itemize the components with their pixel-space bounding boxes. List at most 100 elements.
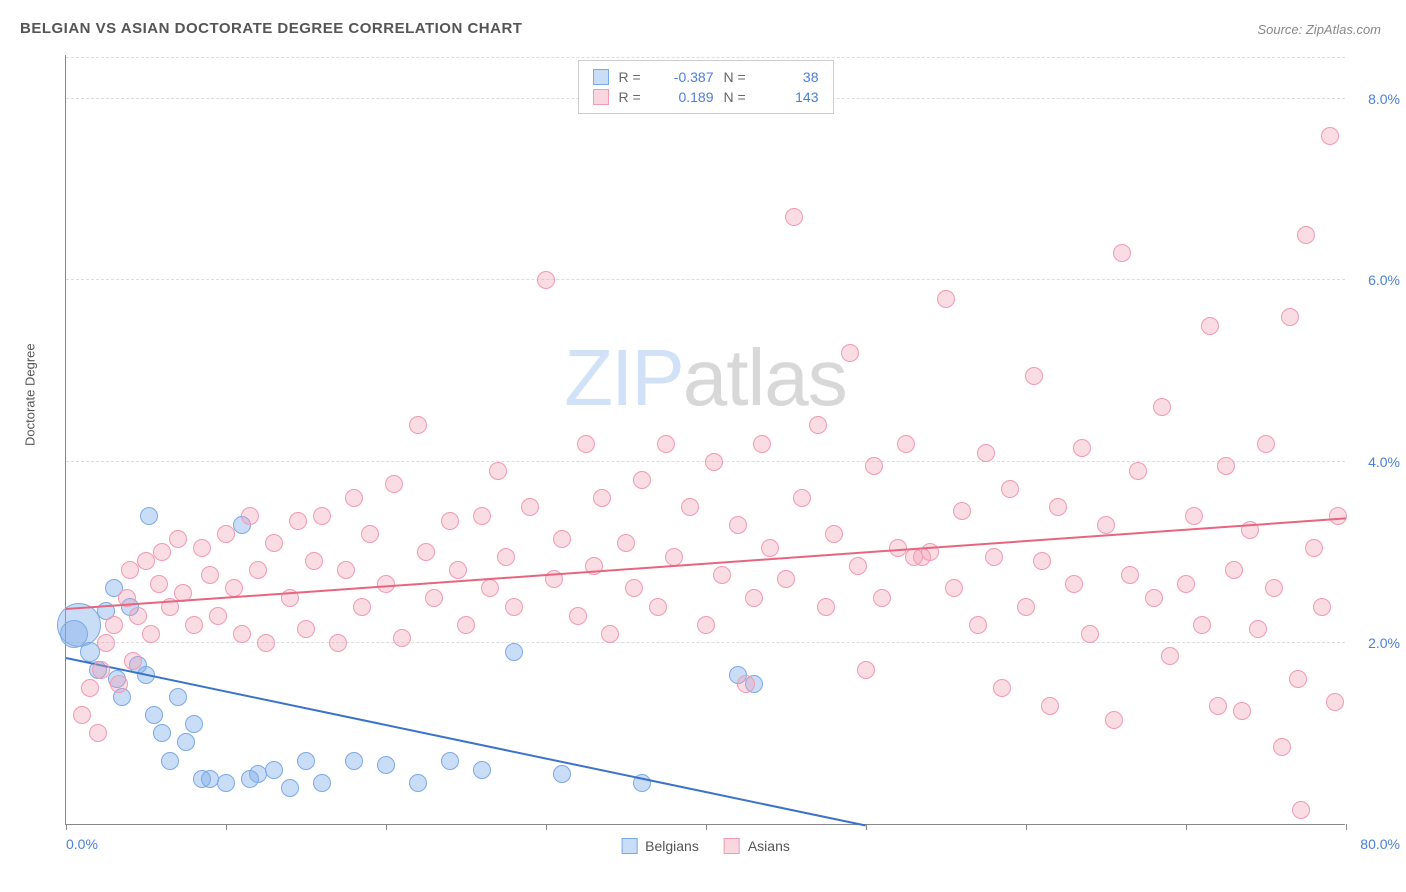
correlation-legend: R =-0.387N =38R =0.189N =143 bbox=[578, 60, 834, 114]
scatter-point-asians bbox=[425, 589, 443, 607]
scatter-point-asians bbox=[865, 457, 883, 475]
scatter-point-asians bbox=[1313, 598, 1331, 616]
legend-item-asians: Asians bbox=[724, 838, 790, 854]
scatter-point-asians bbox=[110, 675, 128, 693]
scatter-point-asians bbox=[1289, 670, 1307, 688]
scatter-point-asians bbox=[713, 566, 731, 584]
scatter-point-belgians bbox=[313, 774, 331, 792]
chart-plot-area: ZIPatlas R =-0.387N =38R =0.189N =143 Be… bbox=[65, 55, 1345, 825]
scatter-point-belgians bbox=[57, 603, 101, 647]
scatter-point-asians bbox=[993, 679, 1011, 697]
scatter-point-asians bbox=[505, 598, 523, 616]
scatter-point-asians bbox=[1161, 647, 1179, 665]
y-tick-label: 4.0% bbox=[1368, 454, 1400, 470]
scatter-point-asians bbox=[945, 579, 963, 597]
chart-title: BELGIAN VS ASIAN DOCTORATE DEGREE CORREL… bbox=[20, 20, 522, 37]
legend-label: Belgians bbox=[645, 838, 699, 854]
scatter-point-asians bbox=[1105, 711, 1123, 729]
scatter-point-asians bbox=[153, 543, 171, 561]
x-tick bbox=[1186, 824, 1187, 830]
scatter-point-asians bbox=[569, 607, 587, 625]
gridline bbox=[66, 57, 1345, 58]
scatter-point-asians bbox=[1081, 625, 1099, 643]
scatter-point-belgians bbox=[345, 752, 363, 770]
scatter-point-asians bbox=[1065, 575, 1083, 593]
scatter-point-asians bbox=[313, 507, 331, 525]
scatter-point-asians bbox=[457, 616, 475, 634]
scatter-point-asians bbox=[681, 498, 699, 516]
scatter-point-asians bbox=[537, 271, 555, 289]
x-tick bbox=[1346, 824, 1347, 830]
scatter-point-asians bbox=[473, 507, 491, 525]
scatter-point-asians bbox=[793, 489, 811, 507]
scatter-point-asians bbox=[241, 507, 259, 525]
scatter-point-asians bbox=[1017, 598, 1035, 616]
legend-row: R =0.189N =143 bbox=[593, 87, 819, 107]
scatter-point-asians bbox=[1185, 507, 1203, 525]
scatter-point-asians bbox=[1292, 801, 1310, 819]
scatter-point-belgians bbox=[265, 761, 283, 779]
scatter-point-asians bbox=[1153, 398, 1171, 416]
legend-label: Asians bbox=[748, 838, 790, 854]
scatter-point-asians bbox=[593, 489, 611, 507]
scatter-point-asians bbox=[1001, 480, 1019, 498]
scatter-point-asians bbox=[1321, 127, 1339, 145]
scatter-point-asians bbox=[969, 616, 987, 634]
scatter-point-asians bbox=[129, 607, 147, 625]
scatter-point-asians bbox=[121, 561, 139, 579]
scatter-point-asians bbox=[1217, 457, 1235, 475]
scatter-point-asians bbox=[809, 416, 827, 434]
scatter-point-asians bbox=[521, 498, 539, 516]
scatter-point-asians bbox=[105, 616, 123, 634]
scatter-point-asians bbox=[1326, 693, 1344, 711]
scatter-point-asians bbox=[1097, 516, 1115, 534]
scatter-point-asians bbox=[1145, 589, 1163, 607]
scatter-point-asians bbox=[97, 634, 115, 652]
scatter-point-asians bbox=[89, 724, 107, 742]
scatter-point-asians bbox=[441, 512, 459, 530]
scatter-point-asians bbox=[289, 512, 307, 530]
scatter-point-asians bbox=[1201, 317, 1219, 335]
legend-n-value: 38 bbox=[764, 69, 819, 85]
scatter-point-asians bbox=[297, 620, 315, 638]
scatter-point-asians bbox=[73, 706, 91, 724]
x-tick bbox=[386, 824, 387, 830]
scatter-point-belgians bbox=[297, 752, 315, 770]
scatter-point-belgians bbox=[153, 724, 171, 742]
scatter-point-asians bbox=[209, 607, 227, 625]
scatter-point-belgians bbox=[177, 733, 195, 751]
scatter-point-belgians bbox=[185, 715, 203, 733]
scatter-point-asians bbox=[617, 534, 635, 552]
scatter-point-asians bbox=[785, 208, 803, 226]
scatter-point-asians bbox=[497, 548, 515, 566]
scatter-point-asians bbox=[81, 679, 99, 697]
scatter-point-asians bbox=[553, 530, 571, 548]
watermark-atlas: atlas bbox=[683, 333, 847, 422]
watermark-zip: ZIP bbox=[564, 333, 682, 422]
x-tick bbox=[546, 824, 547, 830]
scatter-point-asians bbox=[345, 489, 363, 507]
legend-swatch bbox=[593, 69, 609, 85]
x-tick-label: 0.0% bbox=[66, 836, 98, 852]
scatter-point-belgians bbox=[161, 752, 179, 770]
legend-r-label: R = bbox=[619, 69, 649, 85]
scatter-point-asians bbox=[737, 675, 755, 693]
scatter-point-asians bbox=[305, 552, 323, 570]
legend-r-value: 0.189 bbox=[659, 89, 714, 105]
scatter-point-belgians bbox=[473, 761, 491, 779]
x-tick bbox=[706, 824, 707, 830]
y-tick-label: 2.0% bbox=[1368, 635, 1400, 651]
legend-n-label: N = bbox=[724, 69, 754, 85]
scatter-point-asians bbox=[1297, 226, 1315, 244]
scatter-point-asians bbox=[817, 598, 835, 616]
scatter-point-asians bbox=[1265, 579, 1283, 597]
scatter-point-belgians bbox=[441, 752, 459, 770]
scatter-point-asians bbox=[1073, 439, 1091, 457]
scatter-point-asians bbox=[1225, 561, 1243, 579]
scatter-point-belgians bbox=[377, 756, 395, 774]
legend-r-label: R = bbox=[619, 89, 649, 105]
scatter-point-asians bbox=[201, 566, 219, 584]
scatter-point-asians bbox=[937, 290, 955, 308]
x-tick-label: 80.0% bbox=[1360, 836, 1400, 852]
scatter-point-asians bbox=[705, 453, 723, 471]
